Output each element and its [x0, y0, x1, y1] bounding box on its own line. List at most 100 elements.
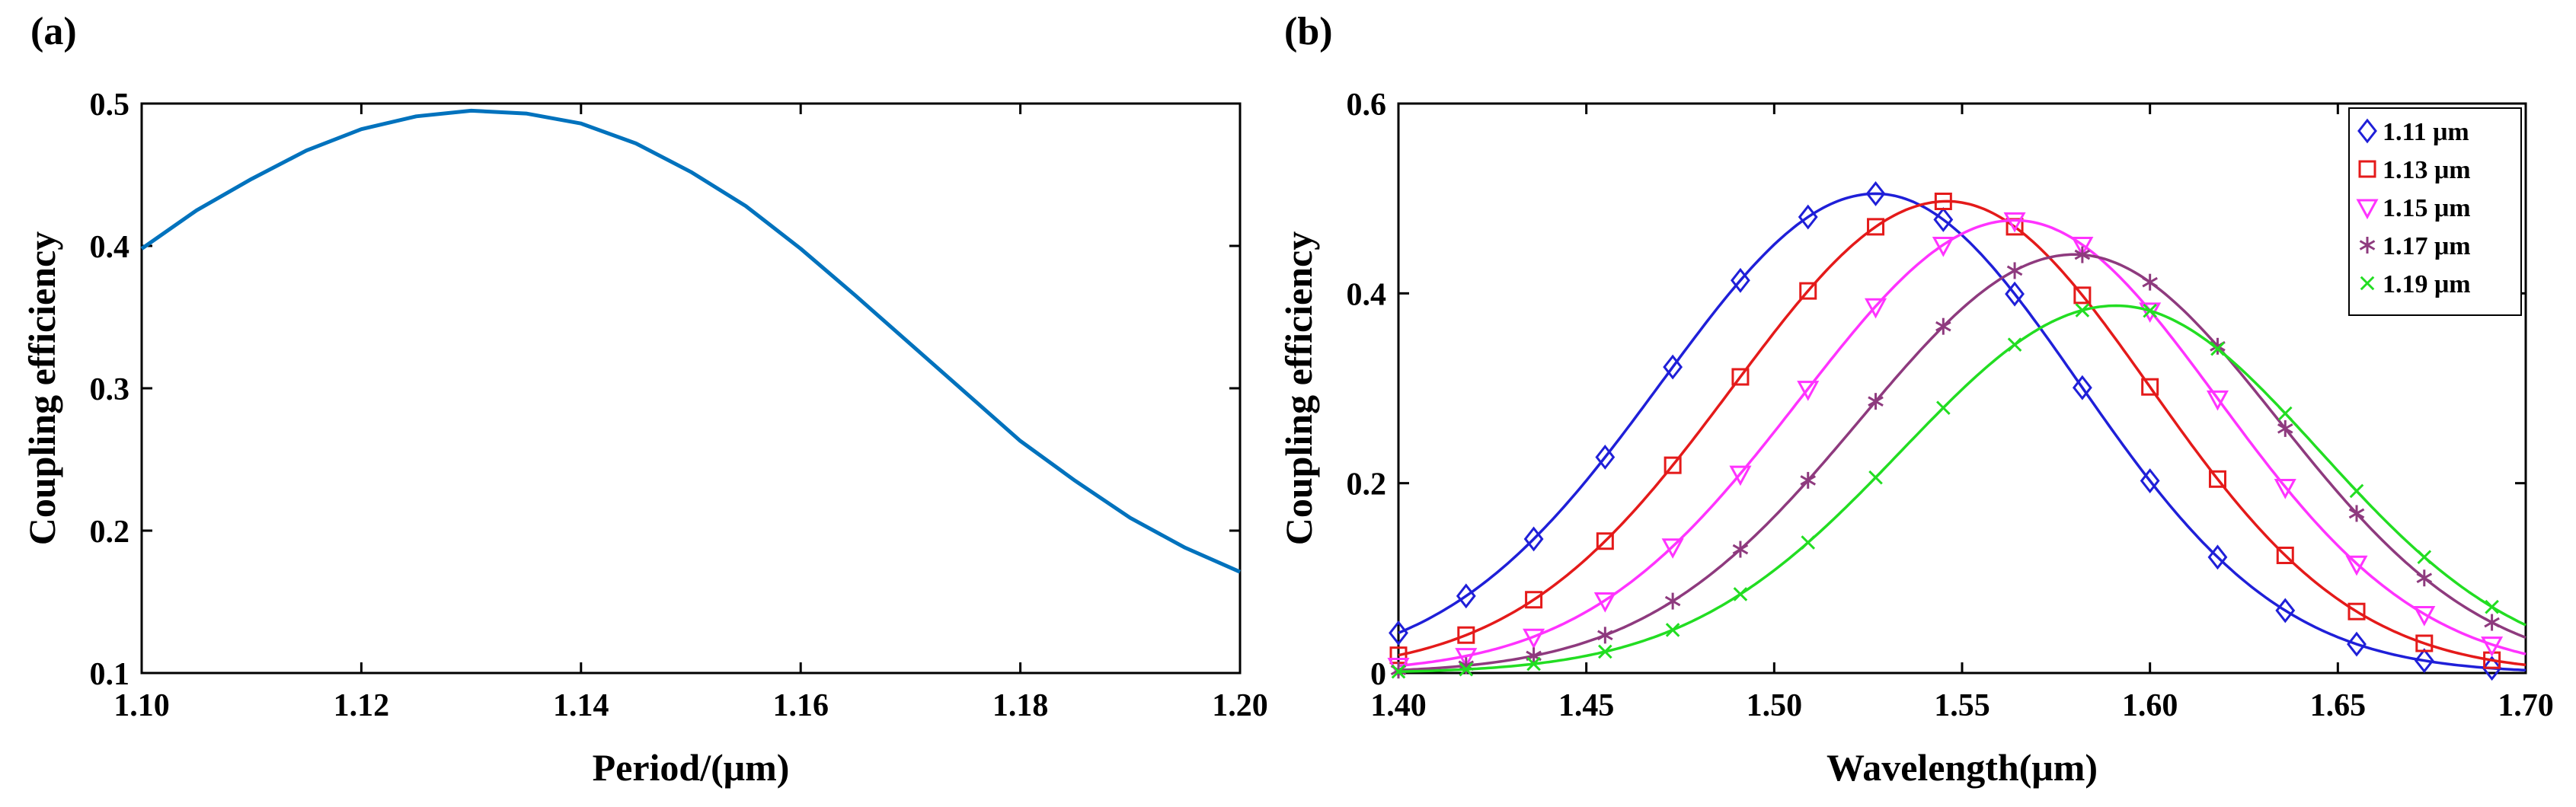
series-line-coupling-efficiency: [140, 108, 1242, 574]
marker-asterisk: [1800, 471, 1817, 489]
marker-diamond: [1595, 445, 1616, 470]
marker-square: [1664, 456, 1682, 474]
marker-diamond: [1389, 620, 1408, 646]
x-tick-label: 1.60: [2122, 688, 2178, 723]
legend-item: 1.17 μm: [2359, 232, 2471, 260]
series-117: [1390, 246, 2526, 679]
marker-asterisk: [2074, 246, 2091, 263]
asterisk-stroke: [1935, 321, 1951, 332]
marker-diamond: [1731, 267, 1750, 293]
marker-x: [2485, 599, 2499, 614]
marker-square: [2347, 602, 2366, 620]
x-stroke: [2210, 341, 2225, 356]
y-tick-label: 0: [1370, 657, 1386, 692]
marker-x: [2349, 483, 2364, 499]
marker-asterisk: [2142, 273, 2158, 291]
x-stroke: [1733, 587, 1748, 601]
marker-square: [2208, 470, 2226, 488]
marker-asterisk: [2277, 419, 2293, 437]
marker-asterisk: [2484, 614, 2500, 631]
x-tick-label: 1.50: [1747, 688, 1803, 723]
marker-triangle-down: [2481, 636, 2504, 657]
y-tick-label: 0.3: [90, 372, 130, 407]
marker-x: [1868, 470, 1883, 485]
marker-triangle-down: [2274, 479, 2296, 499]
legend-label: 1.11 μm: [2383, 118, 2469, 146]
panel-b-ticks: 1.40 1.45 1.50 1.55 1.60 1.65 1.70 0 0.2 0.4 0.6: [1347, 88, 2554, 723]
panel-b-series: [1387, 181, 2526, 681]
marker-triangle-down: [1729, 465, 1752, 486]
asterisk-stroke: [1868, 396, 1884, 407]
marker-x: [1665, 623, 1680, 637]
y-tick-label: 0.4: [90, 230, 130, 265]
marker-triangle-down: [2071, 236, 2094, 257]
marker-x: [2007, 337, 2022, 352]
marker-diamond: [1865, 181, 1886, 206]
x-stroke: [1598, 644, 1612, 659]
panel-a-series: [140, 108, 1242, 574]
x-tick-label: 1.55: [1934, 688, 1990, 723]
asterisk-stroke: [1800, 475, 1817, 486]
marker-triangle-down: [1455, 648, 1478, 668]
marker-triangle-down: [1593, 592, 1616, 613]
x-tick-label: 1.20: [1212, 688, 1268, 723]
panel-a-label: (a): [30, 10, 77, 53]
x-stroke: [1459, 662, 1474, 677]
marker-triangle-down: [1523, 628, 1545, 649]
marker-diamond: [2207, 544, 2228, 570]
x-tick-label: 1.45: [1558, 688, 1615, 723]
legend-item: 1.19 μm: [2360, 270, 2471, 298]
x-stroke: [1801, 535, 1816, 550]
asterisk-stroke: [2484, 617, 2500, 628]
marker-asterisk: [1732, 541, 1749, 558]
legend-label: 1.13 μm: [2383, 156, 2471, 184]
x-stroke: [2007, 337, 2022, 352]
x-stroke: [2075, 303, 2090, 317]
y-tick-label: 0.5: [90, 88, 130, 123]
x-tick-label: 1.40: [1370, 688, 1427, 723]
marker-square: [1525, 591, 1543, 609]
marker-square: [1731, 368, 1750, 386]
marker-x: [2143, 303, 2157, 318]
x-stroke: [1936, 400, 1951, 415]
marker-x: [1459, 662, 1474, 677]
marker-asterisk: [2359, 237, 2376, 254]
y-tick-label: 0.2: [1347, 467, 1387, 502]
marker-diamond: [1663, 354, 1683, 380]
series-line: [1398, 192, 2526, 672]
marker-x: [1936, 400, 1951, 415]
marker-asterisk: [1868, 393, 1884, 410]
marker-asterisk: [2416, 569, 2433, 587]
series-111: [1389, 181, 2526, 681]
legend-box: [2348, 107, 2522, 316]
marker-x: [1801, 535, 1816, 550]
marker-triangle-down: [2206, 390, 2229, 411]
asterisk-stroke: [2142, 276, 2158, 288]
x-stroke: [2349, 483, 2364, 499]
x-stroke: [2417, 550, 2432, 564]
marker-x: [2210, 341, 2225, 356]
marker-diamond: [2347, 631, 2367, 657]
asterisk-stroke: [2006, 265, 2023, 276]
marker-square: [2141, 378, 2159, 396]
marker-triangle-down: [2413, 605, 2436, 627]
x-stroke: [2485, 599, 2499, 614]
x-stroke: [1526, 656, 1541, 671]
marker-x: [2277, 406, 2293, 421]
legend-item: 1.13 μm: [2358, 156, 2471, 184]
y-tick-label: 0.1: [90, 657, 130, 692]
marker-square: [2276, 547, 2294, 565]
marker-diamond: [2005, 281, 2025, 307]
asterisk-stroke: [2277, 423, 2293, 434]
panel-a-ylabel: Coupling efficiency: [21, 231, 63, 545]
legend-item: 1.11 μm: [2357, 118, 2469, 146]
x-stroke: [2360, 276, 2375, 291]
panel-b-label: (b): [1284, 10, 1333, 53]
marker-square: [1867, 218, 1885, 236]
marker-x: [1733, 587, 1748, 601]
marker-diamond: [2275, 598, 2296, 624]
marker-diamond: [1456, 583, 1476, 609]
marker-triangle-down: [2003, 212, 2026, 233]
y-tick-label: 0.2: [90, 515, 130, 550]
